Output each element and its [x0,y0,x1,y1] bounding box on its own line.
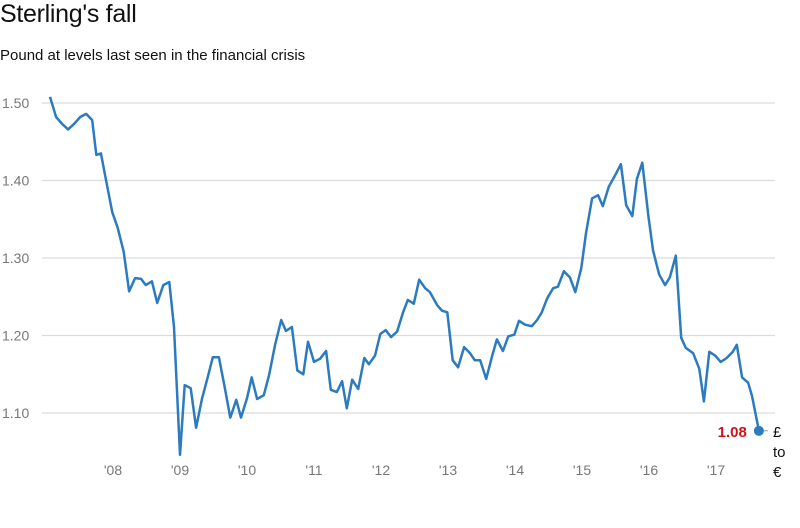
x-tick-label: '09 [171,462,189,478]
series-line [48,96,761,457]
unit-label-pound: £ [773,424,782,441]
x-tick-label: '15 [573,462,591,478]
end-value-label: 1.08 [718,424,747,441]
chart-subtitle: Pound at levels last seen in the financi… [0,47,306,64]
x-tick-label: '14 [506,462,524,478]
y-tick-label: 1.50 [2,95,29,111]
unit-label-euro: € [773,464,782,481]
y-tick-label: 1.30 [2,250,29,266]
series-layer [48,96,768,457]
x-tick-label: '08 [104,462,122,478]
unit-label-to: to [773,444,786,461]
y-axis: 1.10 1.20 1.30 1.40 1.50 [2,95,29,421]
x-axis: '08 '09 '10 '11 '12 '13 '14 '15 '16 '17 [104,462,725,478]
chart-title: Sterling's fall [0,0,137,28]
x-tick-label: '12 [372,462,390,478]
x-tick-label: '11 [305,462,322,478]
x-tick-label: '10 [238,462,256,478]
end-annotation: 1.08 £ to € [718,424,786,481]
x-tick-label: '16 [640,462,658,478]
y-tick-label: 1.20 [2,328,29,344]
y-tick-label: 1.10 [2,405,29,421]
x-tick-label: '17 [707,462,725,478]
gridlines [42,102,775,414]
y-tick-label: 1.40 [2,173,29,189]
end-point-marker [753,425,764,436]
x-tick-label: '13 [439,462,457,478]
